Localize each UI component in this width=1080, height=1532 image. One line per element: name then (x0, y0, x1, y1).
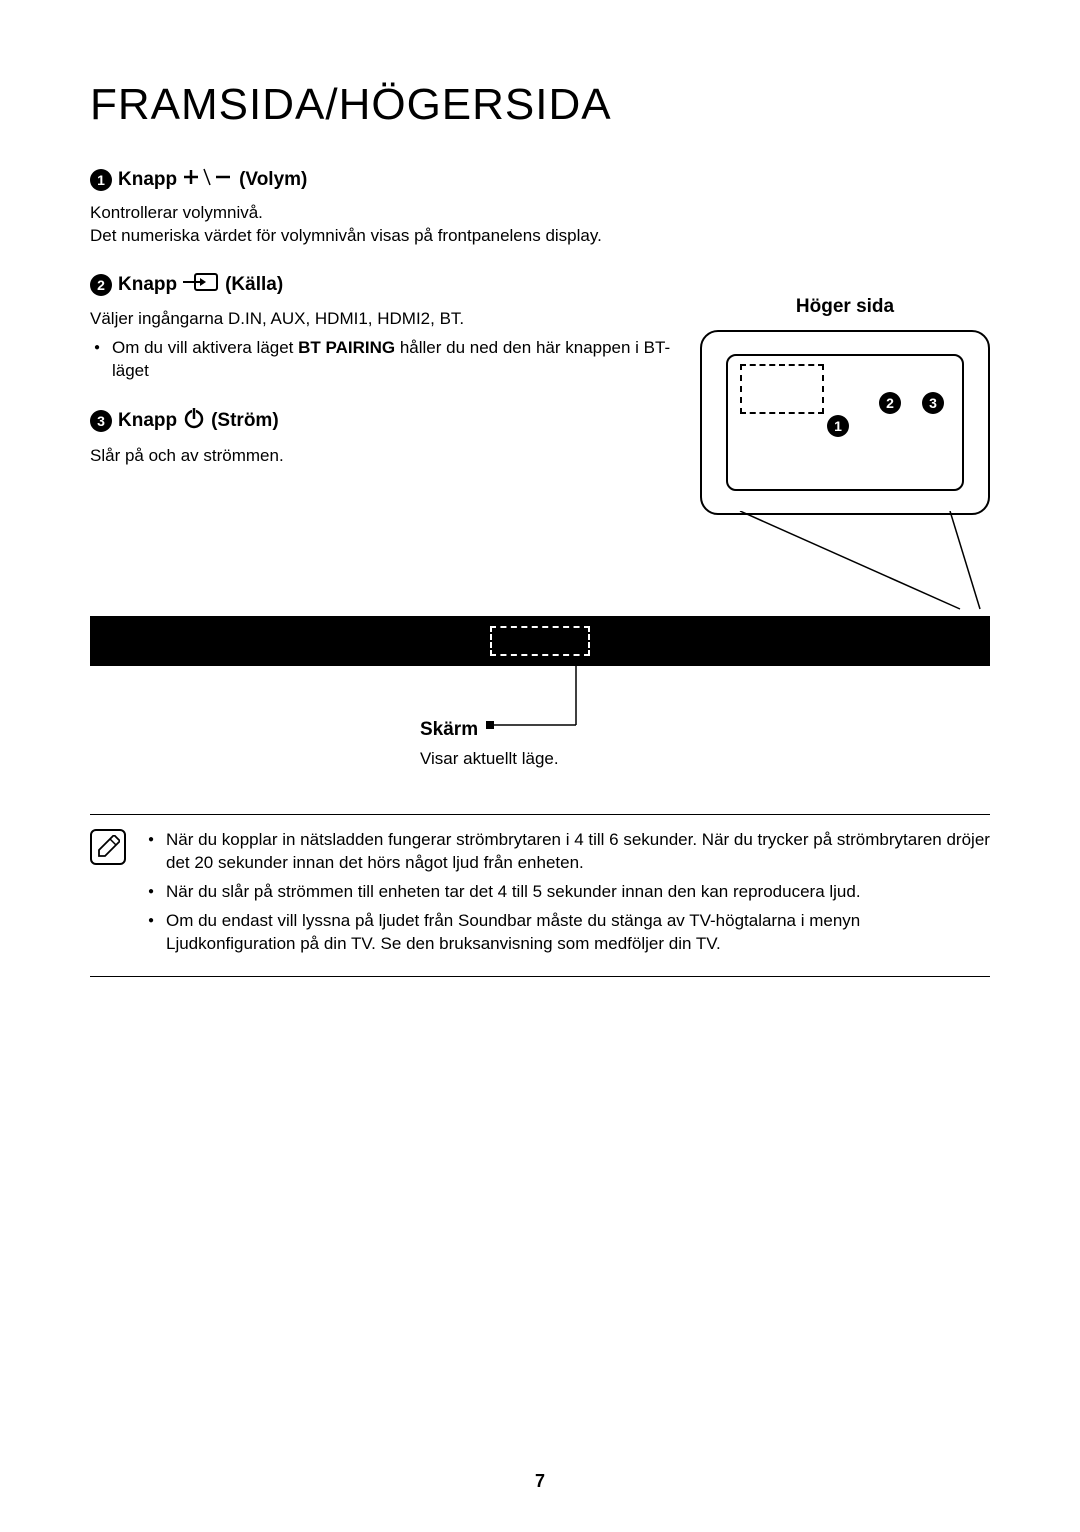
note-box: När du kopplar in nätsladden fungerar st… (90, 814, 990, 977)
section-2-prefix: Knapp (118, 274, 177, 296)
leader-lines (700, 511, 990, 631)
callout-1-icon: 1 (827, 415, 849, 437)
circled-2-icon: 2 (90, 274, 112, 296)
section-3-heading: 3 Knapp (Ström) (90, 407, 690, 435)
skarm-label: Skärm (420, 719, 478, 741)
section-3-prefix: Knapp (118, 410, 177, 432)
right-side-label: Höger sida (700, 296, 990, 318)
page-title: FRAMSIDA/HÖGERSIDA (90, 80, 990, 130)
section-1-heading: 1 Knapp (Volym) (90, 168, 690, 192)
circled-3-icon: 3 (90, 410, 112, 432)
section-2-desc: Väljer ingångarna D.IN, AUX, HDMI1, HDMI… (90, 308, 690, 331)
note-icon (90, 829, 126, 865)
source-icon (183, 272, 219, 298)
note-3: Om du endast vill lyssna på ljudet från … (144, 910, 990, 956)
skarm-desc: Visar aktuellt läge. (420, 749, 559, 769)
section-3-desc: Slår på och av strömmen. (90, 445, 690, 468)
section-1-desc: Kontrollerar volymnivå. Det numeriska vä… (90, 202, 690, 248)
circled-1-icon: 1 (90, 169, 112, 191)
section-1-prefix: Knapp (118, 169, 177, 191)
note-2: När du slår på strömmen till enheten tar… (144, 881, 990, 904)
device-outline: 1 2 3 (700, 330, 990, 515)
section-2-heading: 2 Knapp (Källa) (90, 272, 690, 298)
power-icon (183, 407, 205, 435)
section-1-suffix: (Volym) (239, 169, 307, 191)
callout-2-icon: 2 (879, 392, 901, 414)
note-list: När du kopplar in nätsladden fungerar st… (144, 829, 990, 962)
skarm-leader (90, 665, 990, 735)
right-side-diagram: Höger sida 1 2 3 (700, 296, 990, 515)
note-1: När du kopplar in nätsladden fungerar st… (144, 829, 990, 875)
section-3-suffix: (Ström) (211, 410, 279, 432)
section-2-bullet-1: Om du vill aktivera läget BT PAIRING hål… (90, 337, 690, 383)
callout-3-icon: 3 (922, 392, 944, 414)
display-window (490, 626, 590, 656)
button-group-dashed (740, 364, 824, 414)
section-2-bullets: Om du vill aktivera läget BT PAIRING hål… (90, 337, 690, 383)
soundbar-front (90, 616, 990, 666)
section-2-suffix: (Källa) (225, 274, 283, 296)
plus-minus-icon (183, 168, 233, 192)
page-number: 7 (0, 1471, 1080, 1492)
